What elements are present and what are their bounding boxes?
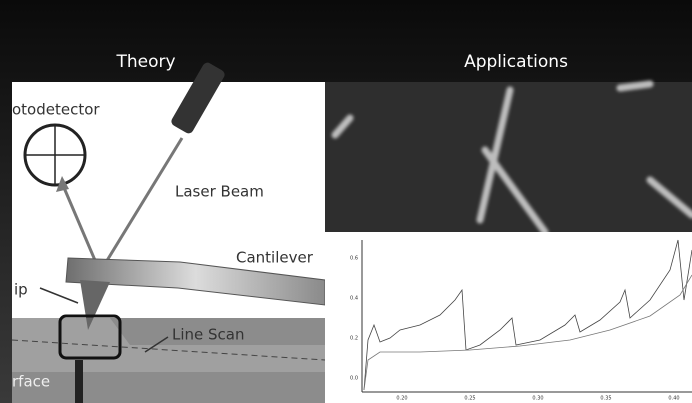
x-tick-label: 0.25 [464,396,475,402]
slide: Theory Applications otodetector Laser Be… [0,0,692,403]
x-tick-label: 0.30 [532,396,543,402]
tab-theory: Theory [115,52,175,72]
y-tick-label: 0.2 [350,336,358,342]
label-line-scan: Line Scan [172,326,245,344]
label-photodetector: otodetector [12,101,100,119]
x-tick-label: 0.40 [668,396,679,402]
label-surface: rface [12,373,50,391]
y-tick-label: 0.6 [350,256,358,262]
x-tick-label: 0.35 [600,396,611,402]
y-tick-label: 0.0 [350,376,358,382]
afm-image [325,82,692,232]
y-tick-label: 0.4 [350,296,358,302]
force-plot [325,232,692,403]
label-tip: ip [14,281,28,299]
x-tick-label: 0.20 [396,396,407,402]
label-cantilever: Cantilever [236,249,314,267]
label-laser-beam: Laser Beam [175,183,264,201]
tab-applications: Applications [464,52,568,72]
